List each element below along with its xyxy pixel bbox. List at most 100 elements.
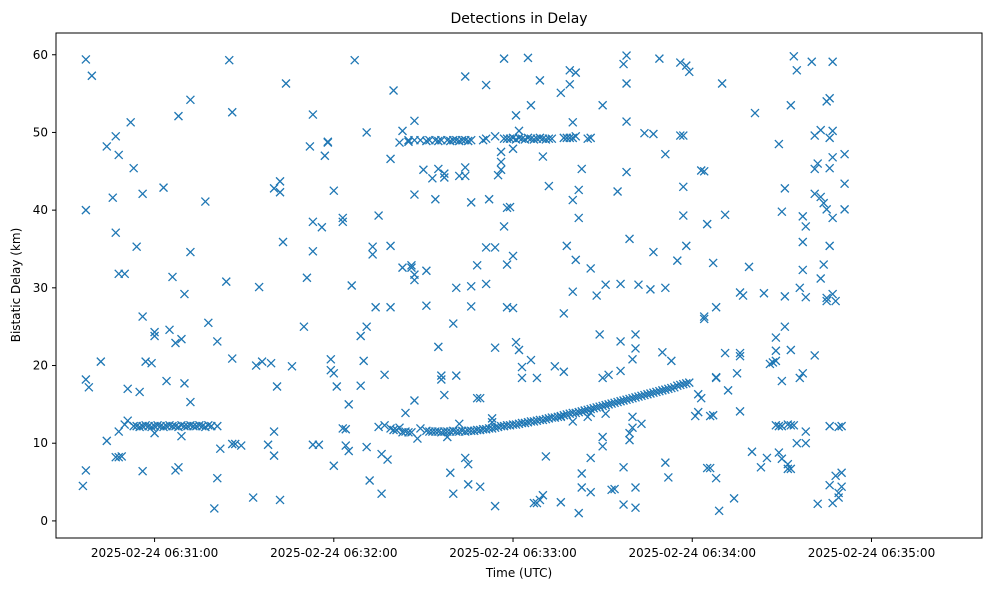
data-point <box>448 489 458 499</box>
data-point <box>705 463 715 473</box>
data-point <box>619 59 629 69</box>
x-tick-label: 2025-02-24 06:31:00 <box>91 546 218 560</box>
data-point <box>517 362 527 372</box>
data-point <box>828 126 838 136</box>
data-point <box>433 136 443 146</box>
data-point <box>598 432 608 442</box>
data-point <box>601 280 611 290</box>
data-point <box>774 421 784 431</box>
data-point <box>750 108 760 118</box>
data-point <box>224 55 234 65</box>
data-point <box>138 189 148 199</box>
data-point <box>738 291 748 301</box>
data-point <box>825 241 835 251</box>
data-point <box>266 358 276 368</box>
data-point <box>693 407 703 417</box>
data-point <box>711 473 721 483</box>
data-point <box>759 288 769 298</box>
data-point <box>840 149 850 159</box>
data-point <box>323 137 333 147</box>
data-point <box>84 382 94 392</box>
data-point <box>798 368 808 378</box>
data-point <box>466 302 476 311</box>
data-point <box>407 260 416 270</box>
data-point <box>777 376 787 386</box>
data-points <box>78 51 850 518</box>
data-point <box>529 498 539 508</box>
data-point <box>123 384 133 394</box>
data-point <box>825 93 835 103</box>
data-point <box>639 128 649 138</box>
data-point <box>577 469 587 478</box>
data-point <box>448 319 458 329</box>
data-point <box>329 186 339 196</box>
data-point <box>801 438 811 448</box>
data-point <box>320 151 330 161</box>
data-point <box>637 419 646 429</box>
data-point <box>744 262 754 272</box>
data-point <box>409 116 419 126</box>
data-point <box>535 75 545 85</box>
data-point <box>660 149 670 159</box>
data-point <box>81 375 91 384</box>
data-point <box>705 411 715 421</box>
data-point <box>565 65 575 75</box>
data-point <box>807 57 817 67</box>
data-point <box>365 476 375 485</box>
data-point <box>565 79 575 89</box>
data-point <box>377 489 387 499</box>
data-point <box>780 322 790 332</box>
data-point <box>571 255 581 265</box>
data-point <box>798 237 808 247</box>
data-point <box>135 387 145 397</box>
data-point <box>789 51 799 61</box>
data-point <box>511 110 521 120</box>
data-point <box>460 453 470 463</box>
data-point <box>299 322 309 332</box>
data-point <box>484 194 494 204</box>
x-axis-label: Time (UTC) <box>485 566 552 580</box>
data-point <box>227 439 237 449</box>
data-point <box>442 432 452 442</box>
data-point <box>786 420 796 430</box>
data-point <box>114 452 124 462</box>
data-point <box>81 54 91 64</box>
data-point <box>436 371 446 381</box>
data-point <box>601 409 611 419</box>
data-point <box>577 483 587 492</box>
data-point <box>586 487 596 497</box>
data-point <box>248 493 258 503</box>
data-point <box>699 314 709 324</box>
data-point <box>338 423 348 433</box>
data-point <box>329 368 339 378</box>
data-point <box>571 68 581 78</box>
data-point <box>825 163 835 173</box>
data-point <box>723 385 733 395</box>
data-point <box>747 447 757 457</box>
data-point <box>87 71 97 81</box>
y-tick-label: 50 <box>33 125 48 139</box>
data-point <box>415 423 425 433</box>
data-point <box>678 182 688 192</box>
data-point <box>278 237 288 247</box>
data-point <box>439 173 449 182</box>
data-point <box>538 152 548 161</box>
data-point <box>562 241 572 251</box>
data-point <box>628 354 637 364</box>
data-point <box>798 265 808 275</box>
data-point <box>490 501 500 511</box>
data-point <box>386 302 396 312</box>
data-point <box>490 242 500 252</box>
data-point <box>185 397 195 407</box>
data-point <box>227 354 237 363</box>
y-tick-label: 60 <box>33 48 48 62</box>
data-point <box>445 468 455 478</box>
data-point <box>631 503 640 513</box>
data-point <box>831 296 841 306</box>
data-point <box>481 242 491 252</box>
data-point <box>174 111 183 121</box>
data-point <box>395 423 404 433</box>
data-point <box>389 86 399 95</box>
data-point <box>111 228 121 238</box>
data-point <box>681 241 691 251</box>
